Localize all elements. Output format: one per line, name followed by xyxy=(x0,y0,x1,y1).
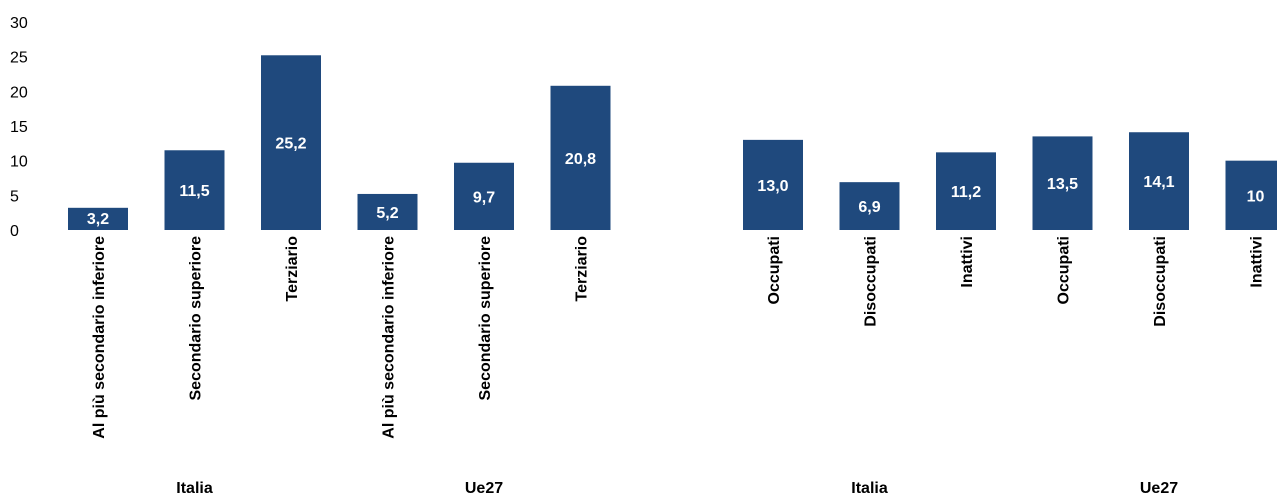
y-tick-label: 15 xyxy=(10,119,28,136)
category-label: Inattivi xyxy=(959,236,976,288)
y-axis: 0 5 10 15 20 25 30 xyxy=(10,15,28,240)
y-tick-label: 30 xyxy=(10,15,28,32)
category-label: Disoccupati xyxy=(1152,236,1169,327)
data-labels: 3,2 11,5 25,2 5,2 9,7 20,8 13,0 6,9 11,2 13,5 14,1… xyxy=(87,136,1265,228)
category-labels: Al più secondario inferiore Secondario su… xyxy=(91,236,1266,439)
category-label: Al più secondario inferiore xyxy=(91,236,108,439)
y-tick-label: 10 xyxy=(10,154,28,171)
data-label: 11,5 xyxy=(179,183,209,200)
data-label: 6,9 xyxy=(858,199,880,216)
category-label: Terziario xyxy=(284,236,301,302)
category-label: Terziario xyxy=(574,236,591,302)
y-tick-label: 20 xyxy=(10,84,28,101)
group-label: Ue27 xyxy=(1140,480,1178,497)
bar xyxy=(1032,136,1093,230)
bar xyxy=(839,182,900,230)
y-tick-label: 25 xyxy=(10,50,28,67)
data-label: 9,7 xyxy=(473,189,495,206)
data-label: 11,2 xyxy=(951,184,981,201)
data-label: 3,2 xyxy=(87,211,109,228)
bars xyxy=(68,55,1277,230)
bar xyxy=(261,55,321,230)
bar xyxy=(164,150,225,230)
data-label: 20,8 xyxy=(565,151,596,168)
category-label: Occupati xyxy=(1056,236,1073,304)
data-label: 14,1 xyxy=(1143,174,1174,191)
y-tick-label: 5 xyxy=(10,188,19,205)
data-label: 25,2 xyxy=(275,136,306,153)
category-label: Disoccupati xyxy=(863,236,880,327)
bar xyxy=(550,85,611,230)
category-label: Secondario superiore xyxy=(477,236,494,401)
bar xyxy=(454,162,514,230)
data-label: 13,0 xyxy=(757,178,788,195)
bar xyxy=(936,152,996,230)
data-label: 5,2 xyxy=(376,205,398,222)
y-tick-label: 0 xyxy=(10,223,19,240)
category-label: Secondario superiore xyxy=(188,236,205,401)
category-label: Inattivi xyxy=(1249,236,1266,288)
group-label: Italia xyxy=(851,480,888,497)
group-labels: Italia Ue27 Italia Ue27 xyxy=(176,480,1178,497)
category-label: Occupati xyxy=(766,236,783,304)
category-label: Al più secondario inferiore xyxy=(381,236,398,439)
bar xyxy=(68,207,128,230)
data-label: 10 xyxy=(1247,188,1265,205)
bar xyxy=(1225,160,1277,230)
bar xyxy=(743,139,803,230)
group-label: Italia xyxy=(176,480,213,497)
data-label: 13,5 xyxy=(1047,176,1078,193)
bar xyxy=(357,193,418,230)
group-label: Ue27 xyxy=(465,480,503,497)
bar xyxy=(1129,132,1189,230)
